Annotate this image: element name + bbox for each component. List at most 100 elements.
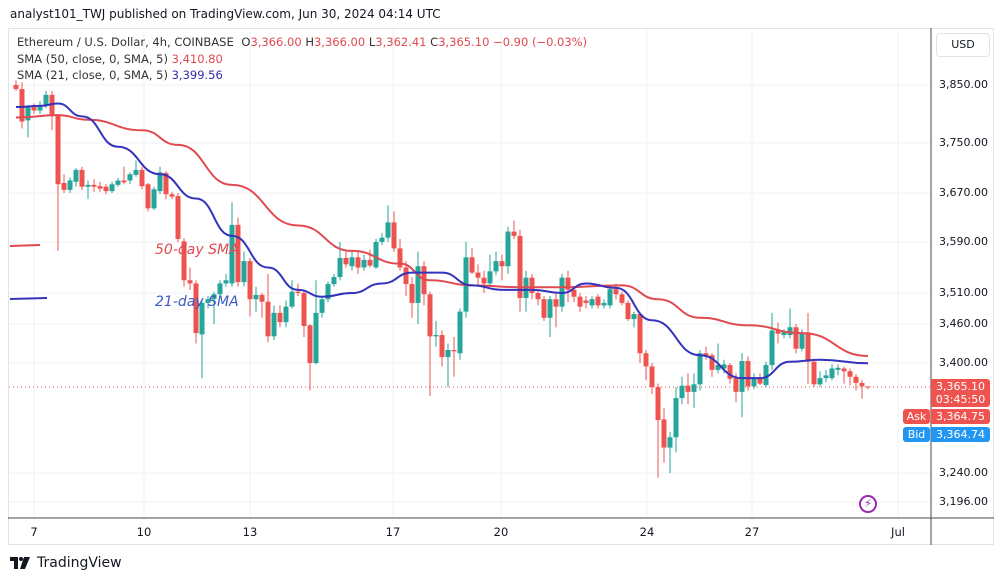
candle-up bbox=[457, 308, 463, 360]
sma50-annotation: 50-day SMA bbox=[155, 242, 239, 258]
candle-down bbox=[709, 353, 715, 377]
candle-down bbox=[145, 183, 151, 212]
candle-down bbox=[409, 277, 415, 318]
candle-body bbox=[355, 257, 361, 268]
candle-body bbox=[133, 169, 139, 175]
candle-body bbox=[373, 242, 379, 268]
candle-body bbox=[25, 107, 31, 121]
candle-up bbox=[667, 431, 673, 473]
legend-close-label: C bbox=[430, 35, 439, 49]
candle-body bbox=[43, 94, 49, 106]
candle-down bbox=[175, 193, 181, 242]
candle-body bbox=[13, 85, 19, 90]
candle-body bbox=[547, 299, 553, 318]
candle-body bbox=[793, 327, 799, 349]
candle-down bbox=[451, 337, 457, 377]
candle-up bbox=[199, 299, 205, 379]
candle-up bbox=[289, 280, 295, 309]
price-tick-label: 3,850.00 bbox=[939, 78, 988, 91]
candle-body bbox=[403, 267, 409, 285]
candle-body bbox=[73, 169, 79, 182]
candle-up bbox=[385, 205, 391, 242]
sma21-annotation: 21-day SMA bbox=[155, 294, 239, 310]
candle-down bbox=[169, 191, 175, 200]
time-tick-label: 17 bbox=[385, 525, 401, 539]
candle-body bbox=[193, 283, 199, 334]
time-tick-label: Jul bbox=[891, 525, 905, 539]
candle-down bbox=[865, 386, 871, 390]
candle-up bbox=[349, 251, 355, 271]
candle-body bbox=[283, 306, 289, 323]
last-price: 3,365.10 bbox=[936, 380, 985, 393]
candle-body bbox=[313, 312, 319, 363]
chart-frame bbox=[8, 28, 994, 545]
candle-down bbox=[757, 373, 763, 386]
candle-body bbox=[607, 289, 613, 306]
candle-down bbox=[355, 251, 361, 274]
candle-down bbox=[439, 330, 445, 367]
candle-body bbox=[91, 184, 97, 187]
candle-body bbox=[811, 361, 817, 385]
candle-up bbox=[241, 251, 247, 287]
candle-body bbox=[217, 283, 223, 295]
candle-body bbox=[127, 174, 133, 181]
grid bbox=[9, 29, 931, 518]
candle-body bbox=[853, 376, 859, 383]
candle-body bbox=[67, 180, 73, 190]
candle-down bbox=[811, 359, 817, 388]
candle-up bbox=[379, 232, 385, 246]
candle-body bbox=[697, 353, 703, 385]
candle-body bbox=[307, 325, 313, 363]
candle-body bbox=[805, 332, 811, 362]
candle-body bbox=[259, 294, 265, 302]
candle-body bbox=[409, 284, 415, 303]
candle-down bbox=[853, 374, 859, 391]
candle-up bbox=[835, 364, 841, 376]
candle-body bbox=[97, 186, 103, 189]
legend-sma21[interactable]: SMA (21, close, 0, SMA, 5) 3,399.56 bbox=[17, 68, 223, 82]
candle-up bbox=[493, 251, 499, 276]
legend-open-label: O bbox=[241, 35, 251, 49]
sma21-label: SMA (21, close, 0, SMA, 5) bbox=[17, 68, 168, 82]
candle-down bbox=[643, 350, 649, 381]
price-tick-label: 3,240.00 bbox=[939, 466, 988, 479]
candle-down bbox=[307, 324, 313, 391]
candle-down bbox=[595, 294, 601, 309]
candle-down bbox=[19, 82, 25, 129]
candle-down bbox=[301, 289, 307, 337]
candle-body bbox=[385, 222, 391, 238]
candle-body bbox=[55, 115, 61, 185]
candle-body bbox=[763, 365, 769, 386]
price-tick-label: 3,196.00 bbox=[939, 495, 988, 508]
candle-body bbox=[583, 300, 589, 303]
candle-body bbox=[469, 257, 475, 273]
candle-body bbox=[481, 277, 487, 284]
candle-body bbox=[301, 293, 307, 326]
candle-up bbox=[217, 280, 223, 297]
candle-body bbox=[121, 180, 127, 183]
candle-body bbox=[499, 261, 505, 267]
legend-high-label: H bbox=[305, 35, 314, 49]
candle-body bbox=[223, 280, 229, 284]
candle-body bbox=[667, 437, 673, 448]
candle-down bbox=[469, 248, 475, 274]
lightning-icon[interactable]: ⚡︎ bbox=[859, 495, 877, 513]
candle-body bbox=[511, 231, 517, 236]
candle-down bbox=[649, 363, 655, 394]
candle-body bbox=[781, 331, 787, 336]
candle-up bbox=[37, 101, 43, 114]
candle-body bbox=[37, 105, 43, 111]
legend-sma50[interactable]: SMA (50, close, 0, SMA, 5) 3,410.80 bbox=[17, 52, 223, 66]
candle-up bbox=[331, 273, 337, 287]
candle-up bbox=[325, 281, 331, 303]
candle-body bbox=[655, 387, 661, 421]
candle-up bbox=[67, 177, 73, 193]
time-tick-label: 24 bbox=[639, 525, 655, 539]
candle-body bbox=[685, 385, 691, 392]
candle-up bbox=[739, 353, 745, 418]
footer: TradingView bbox=[10, 555, 122, 571]
candle-body bbox=[229, 224, 235, 284]
currency-button[interactable]: USD bbox=[936, 33, 990, 57]
candle-down bbox=[553, 293, 559, 328]
